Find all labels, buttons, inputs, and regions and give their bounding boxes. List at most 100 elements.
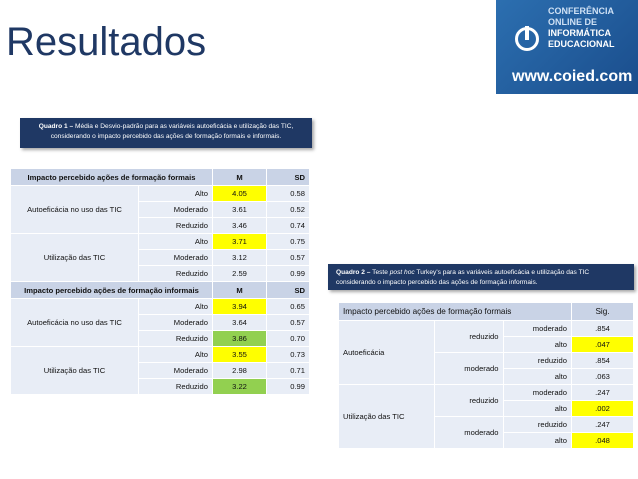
header-label: Impacto percebido ações de formação info…: [10, 281, 213, 299]
quadro-2-table: Impacto percebido ações de formação form…: [338, 302, 634, 449]
level-label: Alto: [138, 233, 213, 250]
quadro-2-label: Quadro 2 –: [336, 269, 371, 276]
table-row: Autoeficácia no uso das TIC Alto 3.94 0.65: [10, 298, 310, 347]
mean-value: 3.55: [212, 346, 267, 363]
table-row: Utilização das TIC reduzido moderado .247: [338, 384, 634, 449]
sd-value: 0.71: [266, 362, 310, 379]
mean-value: 3.86: [212, 330, 267, 347]
brand-line-3: INFORMÁTICA: [548, 28, 611, 38]
quadro-2-text-italic: post hoc: [389, 269, 415, 276]
table-row: Reduzido 3.86 0.70: [11, 330, 310, 347]
table-row: alto .047: [339, 336, 634, 353]
level-label: Moderado: [138, 249, 213, 266]
level-label: Alto: [138, 346, 213, 363]
sd-value: 0.99: [266, 378, 310, 395]
mean-value: 3.64: [212, 314, 267, 331]
sd-value: 0.70: [266, 330, 310, 347]
table-header-row: Impacto percebido ações de formação info…: [10, 281, 310, 299]
brand-name: CONFERÊNCIA ONLINE DE INFORMÁTICA EDUCAC…: [548, 6, 615, 50]
level-label: Alto: [138, 298, 213, 315]
sd-value: 0.57: [266, 314, 310, 331]
group-i-label: moderado: [434, 352, 504, 385]
group-label: Autoeficácia no uso das TIC: [10, 298, 139, 347]
quadro-1-table: Impacto percebido ações de formação form…: [10, 168, 310, 395]
mean-value: 3.12: [212, 249, 267, 266]
quadro-2-caption: Quadro 2 – Teste post hoc Turkey's para …: [328, 264, 634, 290]
group-label: Utilização das TIC: [10, 233, 139, 282]
level-label: Reduzido: [138, 378, 213, 395]
group-j-label: reduzido: [502, 352, 572, 369]
sd-value: 0.58: [266, 185, 310, 202]
brand-url: www.coied.com: [512, 68, 633, 85]
level-label: Moderado: [138, 362, 213, 379]
table-row: Utilização das TIC Alto 3.55 0.73: [10, 346, 310, 395]
group-label: Utilização das TIC: [338, 384, 435, 449]
table-row: Reduzido 3.22 0.99: [11, 378, 310, 395]
group-j-label: alto: [502, 400, 572, 417]
sd-value: 0.52: [266, 201, 310, 218]
sig-value: .047: [571, 336, 634, 353]
level-label: Reduzido: [138, 330, 213, 347]
header-label: Impacto percebido ações de formação form…: [338, 302, 572, 321]
quadro-1-caption: Quadro 1 – Média e Desvio-padrão para as…: [20, 118, 312, 148]
table-row: Utilização das TIC Alto 3.71 0.75: [10, 233, 310, 282]
sig-value: .854: [571, 352, 634, 369]
header-m: M: [212, 168, 267, 186]
group-j-label: reduzido: [502, 416, 572, 433]
level-label: Reduzido: [138, 217, 213, 234]
table-row: moderado reduzido .247: [339, 416, 634, 449]
coied-brand-banner: CONFERÊNCIA ONLINE DE INFORMÁTICA EDUCAC…: [496, 0, 638, 94]
table-row: alto .063: [339, 368, 634, 385]
mean-value: 3.22: [212, 378, 267, 395]
group-i-label: moderado: [434, 416, 504, 449]
table-header-row: Impacto percebido ações de formação form…: [338, 302, 634, 321]
quadro-1-label: Quadro 1 –: [38, 123, 74, 130]
sig-value: .854: [571, 320, 634, 337]
table-row: alto .002: [339, 400, 634, 417]
table-header-row: Impacto percebido ações de formação form…: [10, 168, 310, 186]
mean-value: 2.98: [212, 362, 267, 379]
quadro-1-text: Média e Desvio-padrão para as variáveis …: [50, 123, 294, 140]
sig-value: .048: [571, 432, 634, 449]
sig-value: .247: [571, 384, 634, 401]
brand-line-4: EDUCACIONAL: [548, 39, 615, 49]
sd-value: 0.65: [266, 298, 310, 315]
sd-value: 0.74: [266, 217, 310, 234]
sd-value: 0.73: [266, 346, 310, 363]
group-j-label: moderado: [502, 384, 572, 401]
table-row: Reduzido 2.59 0.99: [11, 265, 310, 282]
mean-value: 2.59: [212, 265, 267, 282]
slide-title: Resultados: [6, 20, 207, 64]
table-row: Autoeficácia reduzido moderado .854: [338, 320, 634, 385]
header-sd: SD: [266, 168, 310, 186]
table-row: Reduzido 3.46 0.74: [11, 217, 310, 234]
table-row: Autoeficácia no uso das TIC Alto 4.05 0.58: [10, 185, 310, 234]
sig-value: .002: [571, 400, 634, 417]
level-label: Moderado: [138, 314, 213, 331]
group-label: Utilização das TIC: [10, 346, 139, 395]
group-j-label: alto: [502, 336, 572, 353]
level-label: Alto: [138, 185, 213, 202]
group-label: Autoeficácia no uso das TIC: [10, 185, 139, 234]
level-label: Reduzido: [138, 265, 213, 282]
quadro-2-text-pre: Teste: [370, 269, 390, 276]
mean-value: 3.71: [212, 233, 267, 250]
brand-line-1: CONFERÊNCIA: [548, 6, 615, 16]
group-j-label: alto: [502, 368, 572, 385]
group-i-label: reduzido: [434, 384, 504, 417]
table-row: Moderado 2.98 0.71: [11, 362, 310, 379]
header-sig: Sig.: [571, 302, 634, 321]
header-m: M: [212, 281, 267, 299]
header-sd: SD: [266, 281, 310, 299]
sig-value: .063: [571, 368, 634, 385]
group-j-label: moderado: [502, 320, 572, 337]
group-label: Autoeficácia: [338, 320, 435, 385]
table-row: alto .048: [339, 432, 634, 449]
level-label: Moderado: [138, 201, 213, 218]
sig-value: .247: [571, 416, 634, 433]
table-row: Moderado 3.64 0.57: [11, 314, 310, 331]
mean-value: 4.05: [212, 185, 267, 202]
coied-logo-icon: [515, 26, 539, 51]
mean-value: 3.61: [212, 201, 267, 218]
header-label: Impacto percebido ações de formação form…: [10, 168, 213, 186]
